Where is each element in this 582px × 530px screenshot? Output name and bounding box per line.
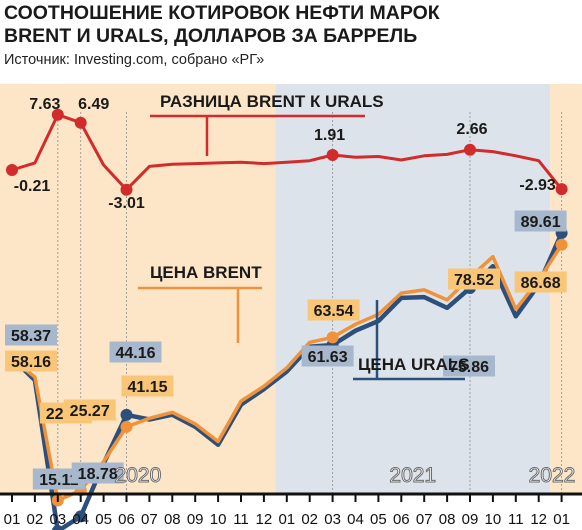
- data-label-spread: -2.93: [519, 177, 556, 194]
- year-label: 2020: [115, 464, 162, 487]
- x-tick-label: 07: [141, 511, 158, 528]
- x-tick-label: 02: [301, 511, 318, 528]
- point-spread: [464, 143, 476, 156]
- data-label-urals-box: [514, 210, 567, 232]
- x-tick-label: 07: [416, 511, 433, 528]
- point-urals: [120, 408, 133, 421]
- callout-spread-leader: [150, 114, 365, 156]
- data-label-brent: 25.27: [70, 403, 110, 420]
- data-label-urals: 61.63: [308, 349, 348, 366]
- series-callouts: РАЗНИЦА BRENT К URALS ЦЕНА BRENT ЦЕНА URAL…: [138, 92, 470, 381]
- data-label-brent: 58.16: [11, 354, 51, 371]
- x-tick-label: 06: [393, 511, 410, 528]
- data-label-brent-box: [5, 350, 57, 372]
- x-tick-label: 04: [347, 511, 364, 528]
- data-label-brent: 41.15: [127, 379, 167, 396]
- data-label-brent-box: [307, 299, 360, 321]
- data-label-urals: 15.11: [39, 472, 78, 489]
- x-tick-label: 06: [118, 511, 135, 528]
- point-brent: [326, 331, 339, 344]
- data-label-urals-box: [443, 355, 495, 377]
- x-tick-label: 09: [462, 511, 479, 528]
- x-axis: 01 02 03 04 05 06 07 08 09 10 11 12 01 02 03 04 05 06 07 08…: [0, 492, 582, 528]
- x-tick-label: 10: [485, 511, 502, 528]
- x-tick-label: 04: [72, 511, 89, 528]
- point-spread: [120, 183, 133, 196]
- data-label-brent-box: [63, 399, 116, 421]
- data-label-brent-box: [514, 271, 567, 293]
- callout-spread: РАЗНИЦА BRENT К URALS: [160, 92, 384, 111]
- point-urals: [74, 510, 87, 523]
- point-spread: [51, 108, 64, 121]
- point-brent: [120, 420, 133, 433]
- data-label-urals-box: [5, 324, 57, 346]
- data-label-urals: 58.37: [11, 328, 51, 345]
- chart-title-line-2: BRENT И URALS, ДОЛЛАРОВ ЗА БАРРЕЛЬ: [4, 25, 417, 47]
- data-label-urals: 89.61: [521, 214, 561, 231]
- point-spread: [555, 183, 568, 196]
- x-tick-label: 05: [370, 511, 387, 528]
- x-tick-label: 08: [164, 511, 181, 528]
- x-tick-label: 03: [49, 511, 66, 528]
- x-tick-label: 03: [324, 511, 341, 528]
- x-tick-label: 01: [278, 511, 295, 528]
- x-tick-label: 11: [508, 511, 524, 528]
- data-labels: -0.217.636.49-3.011.912.66-2.9358.1622.7…: [5, 96, 567, 490]
- x-tick-label: 10: [210, 511, 227, 528]
- callout-urals-leader: [353, 300, 465, 381]
- data-label-spread: 6.49: [78, 96, 109, 113]
- x-tick-label: 08: [439, 511, 456, 528]
- year-label: 2022: [529, 464, 576, 487]
- year-band-2021: [275, 84, 551, 494]
- data-label-brent: 86.68: [521, 275, 561, 292]
- callout-brent: ЦЕНА BRENT: [150, 263, 262, 282]
- year-label: 2021: [389, 464, 436, 487]
- point-spread: [74, 116, 87, 129]
- point-spread: [326, 149, 339, 162]
- x-tick-label: 01: [553, 511, 570, 528]
- chart-source: Источник: Investing.com, собрано «РГ»: [4, 52, 264, 68]
- data-label-urals: 75.86: [449, 359, 489, 376]
- data-label-spread: 7.63: [29, 96, 60, 113]
- point-brent: [555, 238, 568, 251]
- x-tick-label: 01: [4, 511, 21, 528]
- point-spread: [6, 163, 18, 176]
- x-tick-label: 11: [233, 511, 249, 528]
- data-label-urals: 44.16: [115, 345, 155, 362]
- x-tick-label: 12: [530, 511, 547, 528]
- callout-brent-leader: [138, 286, 262, 343]
- data-label-urals: 18.78: [78, 466, 118, 483]
- point-urals: [51, 525, 64, 530]
- data-label-brent-box: [121, 375, 174, 397]
- x-tick-label: 02: [27, 511, 44, 528]
- year-labels: 2020 2021 2022: [114, 464, 576, 488]
- data-label-spread: -0.21: [14, 178, 51, 195]
- callout-urals: ЦЕНА URALS: [358, 355, 470, 374]
- data-label-urals-box: [71, 462, 124, 484]
- data-label-brent-box: [448, 268, 500, 290]
- x-tick-label: 05: [95, 511, 112, 528]
- x-tick-label: 12: [256, 511, 273, 528]
- data-label-spread: 2.66: [456, 121, 487, 138]
- data-label-urals-box: [109, 341, 162, 363]
- data-label-spread: 1.91: [314, 127, 345, 144]
- data-label-spread: -3.01: [108, 195, 145, 212]
- chart-title-line-1: СООТНОШЕНИЕ КОТИРОВОК НЕФТИ МАРОК: [4, 2, 440, 24]
- data-label-urals-box: [301, 345, 354, 367]
- data-label-brent: 63.54: [314, 303, 354, 320]
- x-tick-label: 09: [187, 511, 204, 528]
- data-label-brent: 78.52: [454, 272, 494, 289]
